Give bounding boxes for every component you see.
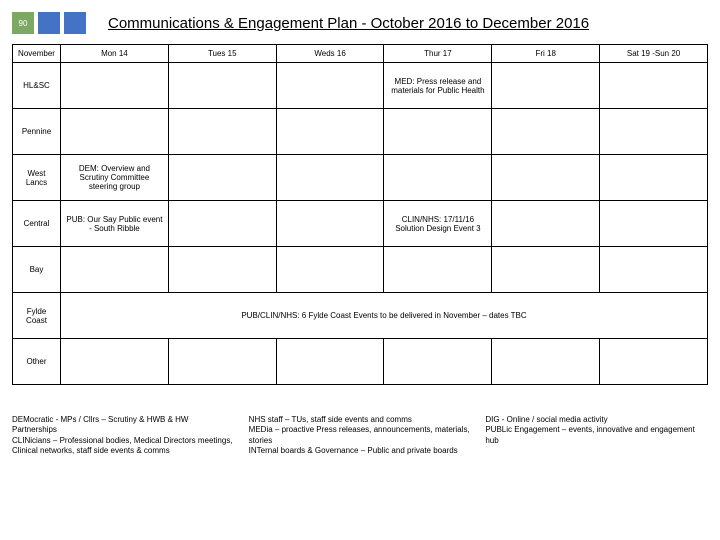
corner-cell: November xyxy=(13,45,61,63)
cell xyxy=(168,247,276,293)
day-header: Fri 18 xyxy=(492,45,600,63)
cell xyxy=(276,339,384,385)
row-label: West Lancs xyxy=(13,155,61,201)
table-header-row: November Mon 14 Tues 15 Weds 16 Thur 17 … xyxy=(13,45,708,63)
cell xyxy=(61,63,169,109)
day-header: Tues 15 xyxy=(168,45,276,63)
table-row: Bay xyxy=(13,247,708,293)
day-header: Thur 17 xyxy=(384,45,492,63)
cell xyxy=(168,201,276,247)
cell xyxy=(276,63,384,109)
spanning-cell: PUB/CLIN/NHS: 6 Fylde Coast Events to be… xyxy=(61,293,708,339)
cell xyxy=(168,63,276,109)
cell xyxy=(600,247,708,293)
cell: PUB: Our Say Public event - South Ribble xyxy=(61,201,169,247)
cell xyxy=(492,109,600,155)
day-header: Mon 14 xyxy=(61,45,169,63)
table-row: HL&SC MED: Press release and materials f… xyxy=(13,63,708,109)
page-title: Communications & Engagement Plan - Octob… xyxy=(108,15,589,32)
cell: MED: Press release and materials for Pub… xyxy=(384,63,492,109)
cell: CLIN/NHS: 17/11/16 Solution Design Event… xyxy=(384,201,492,247)
cell xyxy=(384,155,492,201)
cell xyxy=(276,201,384,247)
footer-legend: DEMocratic - MPs / Cllrs – Scrutiny & HW… xyxy=(12,415,708,457)
color-box-3 xyxy=(64,12,86,34)
cell xyxy=(492,247,600,293)
cell xyxy=(600,155,708,201)
day-header: Sat 19 -Sun 20 xyxy=(600,45,708,63)
legend-col-1: DEMocratic - MPs / Cllrs – Scrutiny & HW… xyxy=(12,415,235,457)
cell xyxy=(600,339,708,385)
cell xyxy=(276,155,384,201)
cell xyxy=(384,339,492,385)
cell xyxy=(600,63,708,109)
cell xyxy=(61,339,169,385)
cell xyxy=(492,63,600,109)
cell xyxy=(61,109,169,155)
table-row: Central PUB: Our Say Public event - Sout… xyxy=(13,201,708,247)
cell: DEM: Overview and Scrutiny Committee ste… xyxy=(61,155,169,201)
row-label: HL&SC xyxy=(13,63,61,109)
table-row: Fylde Coast PUB/CLIN/NHS: 6 Fylde Coast … xyxy=(13,293,708,339)
cell xyxy=(600,109,708,155)
cell xyxy=(492,155,600,201)
plan-table: November Mon 14 Tues 15 Weds 16 Thur 17 … xyxy=(12,44,708,385)
cell xyxy=(600,201,708,247)
cell xyxy=(61,247,169,293)
cell xyxy=(276,247,384,293)
cell xyxy=(168,109,276,155)
table-row: Pennine xyxy=(13,109,708,155)
table-row: Other xyxy=(13,339,708,385)
row-label: Central xyxy=(13,201,61,247)
cell xyxy=(384,109,492,155)
row-label: Other xyxy=(13,339,61,385)
cell xyxy=(276,109,384,155)
row-label: Bay xyxy=(13,247,61,293)
legend-col-3: DIG - Online / social media activityPUBL… xyxy=(485,415,708,457)
header: 90 Communications & Engagement Plan - Oc… xyxy=(12,12,708,34)
cell xyxy=(492,339,600,385)
cell xyxy=(492,201,600,247)
color-box-2 xyxy=(38,12,60,34)
row-label: Fylde Coast xyxy=(13,293,61,339)
badge-box: 90 xyxy=(12,12,34,34)
day-header: Weds 16 xyxy=(276,45,384,63)
cell xyxy=(168,339,276,385)
table-row: West Lancs DEM: Overview and Scrutiny Co… xyxy=(13,155,708,201)
row-label: Pennine xyxy=(13,109,61,155)
cell xyxy=(168,155,276,201)
legend-col-2: NHS staff – TUs, staff side events and c… xyxy=(249,415,472,457)
cell xyxy=(384,247,492,293)
